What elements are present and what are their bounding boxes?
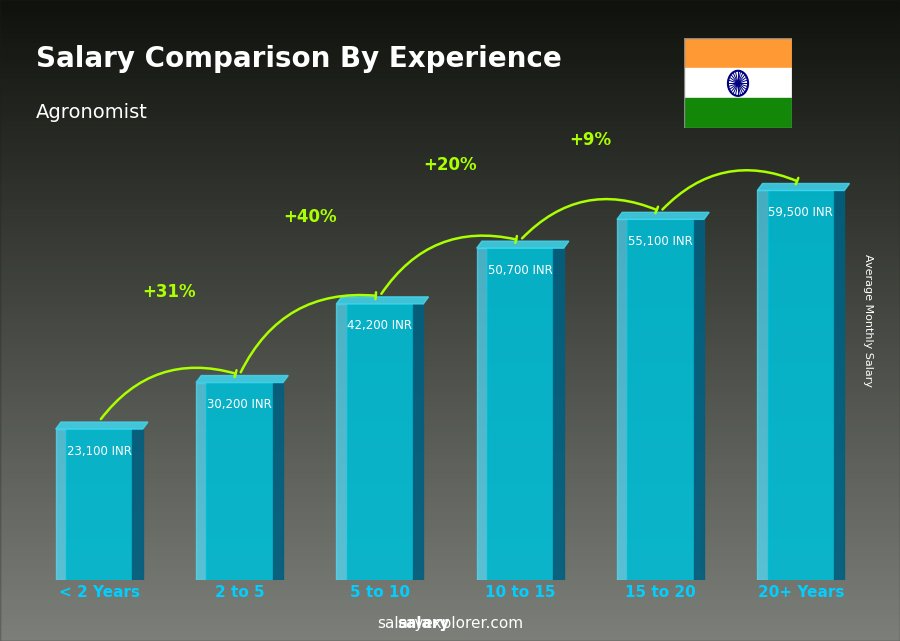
Text: salary: salary: [398, 616, 450, 631]
Polygon shape: [337, 297, 428, 304]
Bar: [477, 248, 487, 581]
Bar: [413, 304, 423, 581]
Bar: [757, 190, 768, 581]
Bar: [66, 429, 132, 581]
Bar: [627, 219, 694, 581]
Polygon shape: [477, 241, 569, 248]
Text: 30,200 INR: 30,200 INR: [207, 398, 272, 411]
Bar: [617, 219, 627, 581]
Text: +31%: +31%: [142, 283, 196, 301]
Bar: [206, 383, 273, 581]
Polygon shape: [196, 376, 288, 383]
Text: +8%: +8%: [709, 106, 752, 124]
Text: salaryexplorer.com: salaryexplorer.com: [377, 616, 523, 631]
Bar: [554, 248, 563, 581]
Text: 42,200 INR: 42,200 INR: [347, 319, 412, 333]
Bar: [337, 304, 347, 581]
Bar: [196, 383, 206, 581]
Bar: [684, 38, 792, 69]
Bar: [768, 190, 834, 581]
Text: +20%: +20%: [423, 156, 477, 174]
Text: 23,100 INR: 23,100 INR: [67, 445, 131, 458]
Text: +40%: +40%: [283, 208, 337, 226]
Polygon shape: [56, 422, 148, 429]
Polygon shape: [617, 212, 709, 219]
Text: 55,100 INR: 55,100 INR: [628, 235, 693, 248]
Bar: [834, 190, 844, 581]
Bar: [487, 248, 554, 581]
Bar: [694, 219, 704, 581]
Bar: [346, 304, 413, 581]
Bar: [132, 429, 143, 581]
Bar: [684, 69, 792, 98]
Text: 50,700 INR: 50,700 INR: [488, 264, 553, 277]
Text: +9%: +9%: [570, 131, 611, 149]
Bar: [684, 98, 792, 128]
Bar: [273, 383, 283, 581]
Polygon shape: [757, 183, 850, 190]
Text: Average Monthly Salary: Average Monthly Salary: [863, 254, 873, 387]
Text: Agronomist: Agronomist: [36, 103, 148, 122]
Bar: [56, 429, 66, 581]
Text: Salary Comparison By Experience: Salary Comparison By Experience: [36, 45, 562, 73]
Circle shape: [736, 81, 740, 85]
Text: 59,500 INR: 59,500 INR: [769, 206, 833, 219]
